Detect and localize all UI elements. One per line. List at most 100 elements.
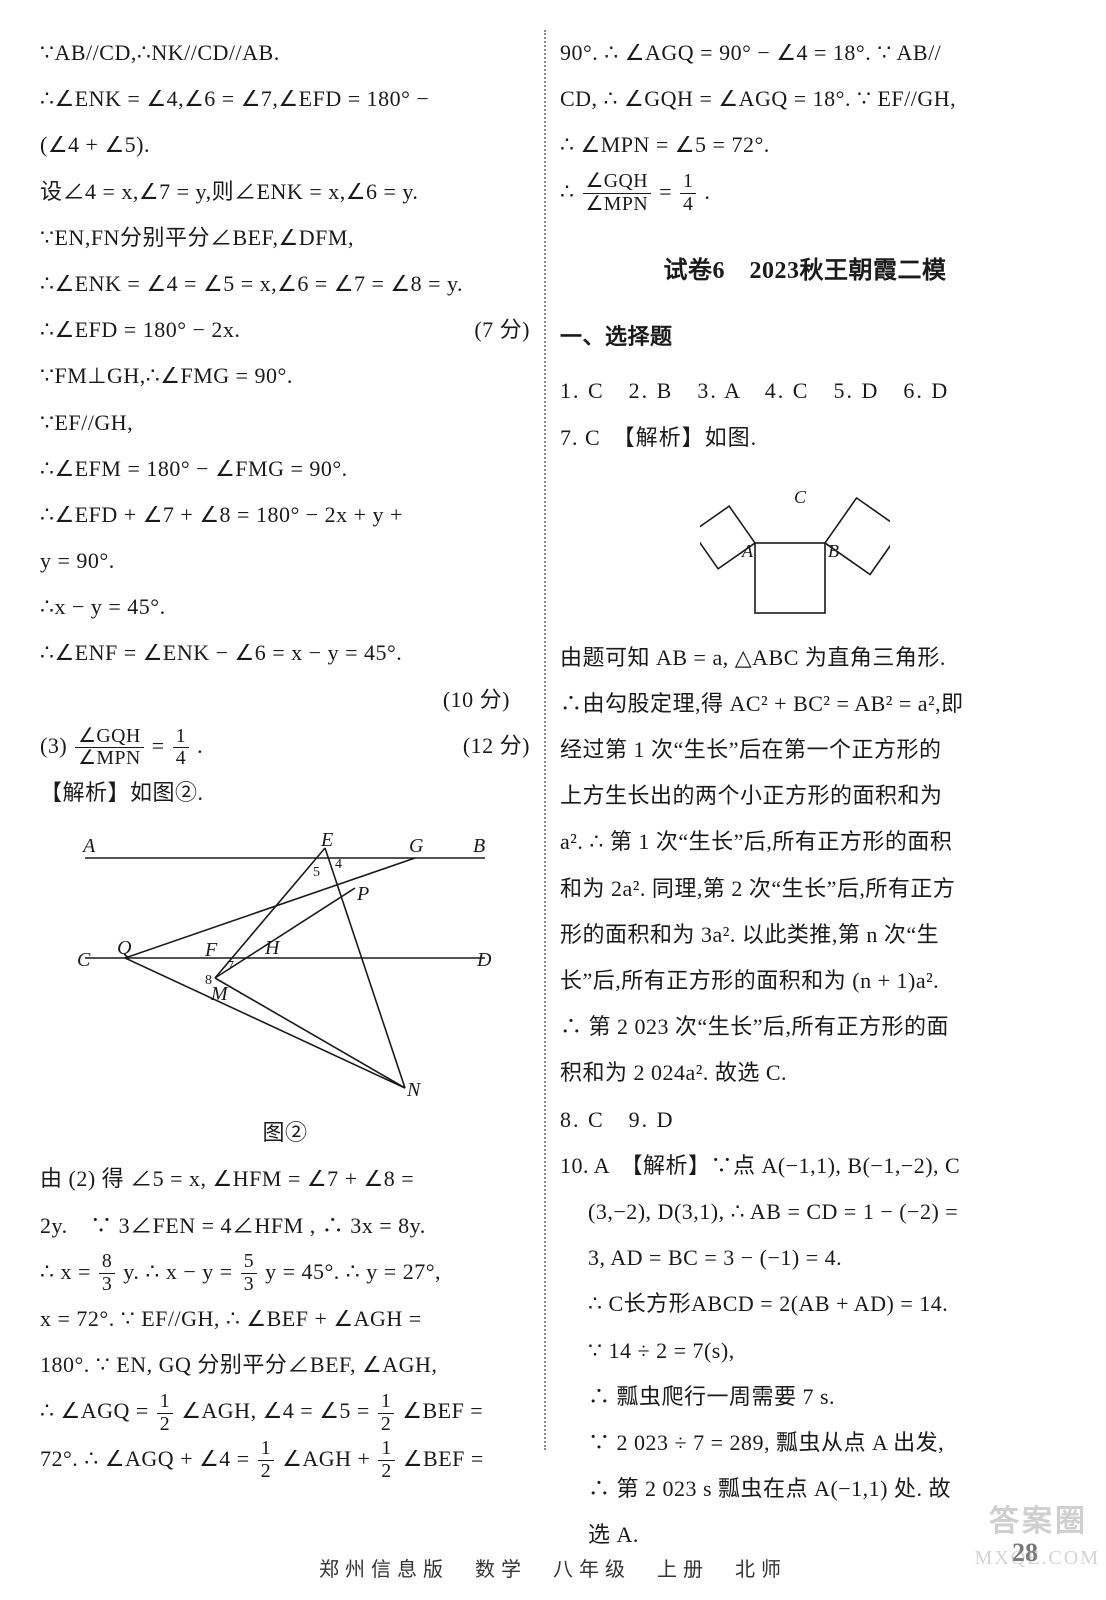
label-H: H <box>264 937 281 959</box>
answer-row: 8. C 9. D <box>560 1097 1050 1143</box>
fraction: ∠GQH ∠MPN <box>583 171 652 216</box>
fraction: 5 3 <box>241 1251 257 1296</box>
line: 72°. ∴ ∠AGQ + ∠4 = 1 2 ∠AGH + 1 2 ∠BEF = <box>40 1436 530 1483</box>
page-footer: 郑州信息版 数学 八年级 上册 北师 <box>0 1553 1106 1582</box>
line: 上方生长出的两个小正方形的面积和为 <box>560 773 1050 819</box>
label-B: B <box>473 835 486 857</box>
label-A: A <box>741 541 754 561</box>
line: ∴∠ENF = ∠ENK − ∠6 = x − y = 45°. <box>40 630 530 676</box>
numerator: 1 <box>378 1391 394 1414</box>
figure-2-caption: 图② <box>40 1110 530 1156</box>
line: ∵FM⊥GH,∴∠FMG = 90°. <box>40 353 530 399</box>
fraction: 1 2 <box>157 1391 173 1436</box>
angle-8: 8 <box>205 973 213 988</box>
line: 和为 2a². 同理,第 2 次“生长”后,所有正方 <box>560 866 1050 912</box>
denominator: 2 <box>258 1461 274 1483</box>
text: . <box>704 179 710 204</box>
numerator: 1 <box>378 1438 394 1461</box>
line: ∴由勾股定理,得 AC² + BC² = AB² = a²,即 <box>560 681 1050 727</box>
line: ∴∠ENK = ∠4 = ∠5 = x,∠6 = ∠7 = ∠8 = y. <box>40 261 530 307</box>
column-divider <box>530 30 560 1450</box>
line: 90°. ∴ ∠AGQ = 90° − ∠4 = 18°. ∵ AB// <box>560 30 1050 76</box>
line: (3,−2), D(3,1), ∴ AB = CD = 1 − (−2) = <box>560 1189 1050 1235</box>
left-column: ∵AB//CD,∴NK//CD//AB. ∴∠ENK = ∠4,∠6 = ∠7,… <box>40 30 530 1450</box>
line: 由 (2) 得 ∠5 = x, ∠HFM = ∠7 + ∠8 = <box>40 1156 530 1202</box>
line: ∵EF//GH, <box>40 400 530 446</box>
q10-heading: 10. A 【解析】∵点 A(−1,1), B(−1,−2), C <box>560 1143 1050 1189</box>
text: ∴ <box>560 179 581 204</box>
line: 3, AD = BC = 3 − (−1) = 4. <box>560 1235 1050 1281</box>
text: ∴∠EFD = 180° − 2x. <box>40 307 240 353</box>
label-G: G <box>409 835 424 857</box>
line: ∵EN,FN分别平分∠BEF,∠DFM, <box>40 215 530 261</box>
line: 积和为 2 024a². 故选 C. <box>560 1050 1050 1096</box>
line: ∴ ∠AGQ = 1 2 ∠AGH, ∠4 = ∠5 = 1 2 ∠BEF = <box>40 1388 530 1435</box>
angle-4: 4 <box>335 857 343 872</box>
fraction: 1 4 <box>173 726 189 771</box>
line: ∴ x = 8 3 y. ∴ x − y = 5 3 y = 45°. ∴ y … <box>40 1249 530 1296</box>
denominator: 4 <box>173 748 189 770</box>
fraction: 1 4 <box>680 171 696 216</box>
numerator: ∠GQH <box>583 171 652 194</box>
fraction: 8 3 <box>99 1251 115 1296</box>
text: ∴ x = <box>40 1259 97 1284</box>
q7-heading: 7. C 【解析】如图. <box>560 415 1050 461</box>
denominator: 2 <box>378 1414 394 1436</box>
text: ∠BEF = <box>402 1398 483 1423</box>
denominator: 2 <box>157 1414 173 1436</box>
score-mark: (10 分) <box>40 677 530 723</box>
fraction: ∠GQH ∠MPN <box>75 726 144 771</box>
numerator: 1 <box>258 1438 274 1461</box>
numerator: 1 <box>173 726 189 749</box>
line: 长”后,所有正方形的面积和为 (n + 1)a². <box>560 958 1050 1004</box>
denominator: 2 <box>378 1461 394 1483</box>
numerator: ∠GQH <box>75 726 144 749</box>
line: ∵AB//CD,∴NK//CD//AB. <box>40 30 530 76</box>
right-column: 90°. ∴ ∠AGQ = 90° − ∠4 = 18°. ∵ AB// CD,… <box>560 30 1050 1450</box>
fraction: 1 2 <box>378 1438 394 1483</box>
label-P: P <box>356 883 370 905</box>
label-D: D <box>476 949 492 971</box>
numerator: 8 <box>99 1251 115 1274</box>
denominator: ∠MPN <box>583 194 652 216</box>
line: 【解析】如图②. <box>40 770 530 816</box>
line: 180°. ∵ EN, GQ 分别平分∠BEF, ∠AGH, <box>40 1342 530 1388</box>
label-B: B <box>828 541 840 561</box>
line: a². ∴ 第 1 次“生长”后,所有正方形的面积 <box>560 819 1050 865</box>
line: x = 72°. ∵ EF//GH, ∴ ∠BEF + ∠AGH = <box>40 1296 530 1342</box>
score-mark: (12 分) <box>463 723 530 769</box>
label-Q: Q <box>117 937 132 959</box>
text: ∴ ∠AGQ = <box>40 1398 155 1423</box>
denominator: 3 <box>99 1274 115 1296</box>
denominator: 4 <box>680 194 696 216</box>
label-F: F <box>204 939 218 961</box>
text: ∠AGH, ∠4 = ∠5 = <box>181 1398 376 1423</box>
line: ∴∠EFM = 180° − ∠FMG = 90°. <box>40 446 530 492</box>
text: . <box>197 733 203 758</box>
line: ∵ 2 023 ÷ 7 = 289, 瓢虫从点 A 出发, <box>560 1420 1050 1466</box>
section-title: 试卷6 2023秋王朝霞二模 <box>560 246 1050 296</box>
angle-7: 7 <box>227 959 235 974</box>
fraction: 1 2 <box>378 1391 394 1436</box>
label-E: E <box>320 829 334 851</box>
text: y = 45°. ∴ y = 27°, <box>265 1259 441 1284</box>
label-N: N <box>406 1079 422 1098</box>
text: 72°. ∴ ∠AGQ + ∠4 = <box>40 1446 256 1471</box>
label-A: A <box>81 835 96 857</box>
text: = <box>152 733 171 758</box>
line: 2y. ∵ 3∠FEN = 4∠HFM , ∴ 3x = 8y. <box>40 1203 530 1249</box>
line: ∴ 第 2 023 次“生长”后,所有正方形的面 <box>560 1004 1050 1050</box>
watermark-text: MXQE.COM <box>975 1547 1100 1570</box>
line: (3) ∠GQH ∠MPN = 1 4 . (12 分) <box>40 723 530 770</box>
denominator: 3 <box>241 1274 257 1296</box>
line: 经过第 1 次“生长”后在第一个正方形的 <box>560 727 1050 773</box>
line: 形的面积和为 3a². 以此类推,第 n 次“生 <box>560 912 1050 958</box>
numerator: 5 <box>241 1251 257 1274</box>
label-C: C <box>77 949 91 971</box>
line: 由题可知 AB = a, △ABC 为直角三角形. <box>560 635 1050 681</box>
answer-row: 1. C 2. B 3. A 4. C 5. D 6. D <box>560 368 1050 414</box>
label-C: C <box>794 487 807 507</box>
numerator: 1 <box>680 171 696 194</box>
line: ∴ C长方形ABCD = 2(AB + AD) = 14. <box>560 1281 1050 1327</box>
text: ∠AGH + <box>282 1446 376 1471</box>
